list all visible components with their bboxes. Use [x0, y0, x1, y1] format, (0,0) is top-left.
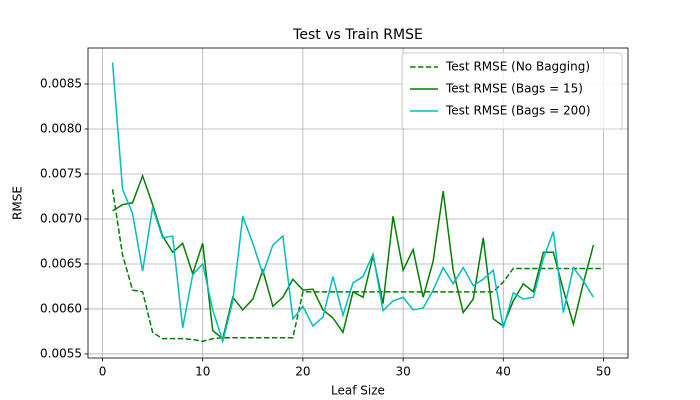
y-tick-label: 0.0075 [40, 166, 82, 180]
y-tick-label: 0.0070 [40, 211, 82, 225]
x-tick-label: 0 [99, 365, 107, 379]
y-tick-label: 0.0055 [40, 346, 82, 360]
x-tick-label: 20 [295, 365, 310, 379]
series-line [111, 62, 595, 345]
y-tick-label: 0.0085 [40, 76, 82, 90]
chart-title: Test vs Train RMSE [292, 27, 423, 43]
x-tick-label: 50 [596, 365, 611, 379]
x-axis-label: Leaf Size [331, 384, 385, 398]
legend-label: Test RMSE (Bags = 15) [445, 82, 583, 96]
legend-box [401, 52, 623, 130]
x-tick-label: 10 [195, 365, 210, 379]
x-tick-label: 40 [496, 365, 511, 379]
y-tick-label: 0.0080 [40, 121, 82, 135]
series-line [111, 189, 604, 343]
x-tick-label: 30 [395, 365, 410, 379]
legend-label: Test RMSE (Bags = 200) [445, 104, 591, 118]
y-tick-label: 0.0065 [40, 256, 82, 270]
legend-label: Test RMSE (No Bagging) [445, 60, 590, 74]
plot-frame [87, 47, 629, 359]
y-axis-label: RMSE [11, 186, 25, 220]
y-tick-label: 0.0060 [40, 301, 82, 315]
